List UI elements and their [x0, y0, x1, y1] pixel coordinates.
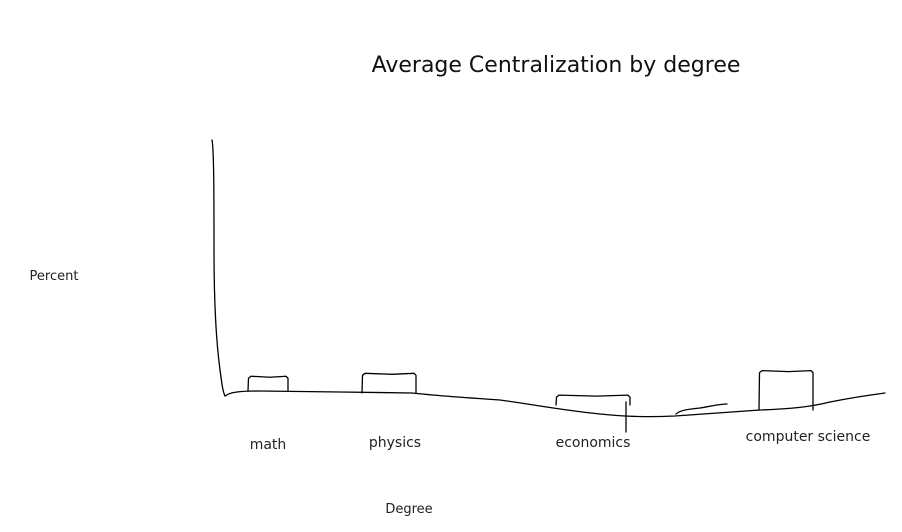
- tick-label-economics: economics: [556, 435, 631, 451]
- tick-label-computer-science: computer science: [746, 429, 871, 445]
- bar-physics: [361, 372, 417, 394]
- bar-economics: [555, 394, 631, 406]
- bar-math: [247, 375, 289, 392]
- chart-title: Average Centralization by degree: [372, 53, 741, 78]
- y-axis-line: [211, 139, 226, 397]
- y-axis-label: Percent: [30, 269, 79, 284]
- scribble-between: [675, 403, 728, 415]
- tick-label-physics: physics: [369, 435, 421, 451]
- tick-label-math: math: [250, 437, 287, 453]
- x-axis-label: Degree: [385, 502, 432, 517]
- bar-computer-science: [758, 369, 814, 411]
- tick-labels: math physics economics computer science: [250, 429, 871, 453]
- bars: [247, 369, 814, 433]
- x-axis-line: [224, 390, 886, 418]
